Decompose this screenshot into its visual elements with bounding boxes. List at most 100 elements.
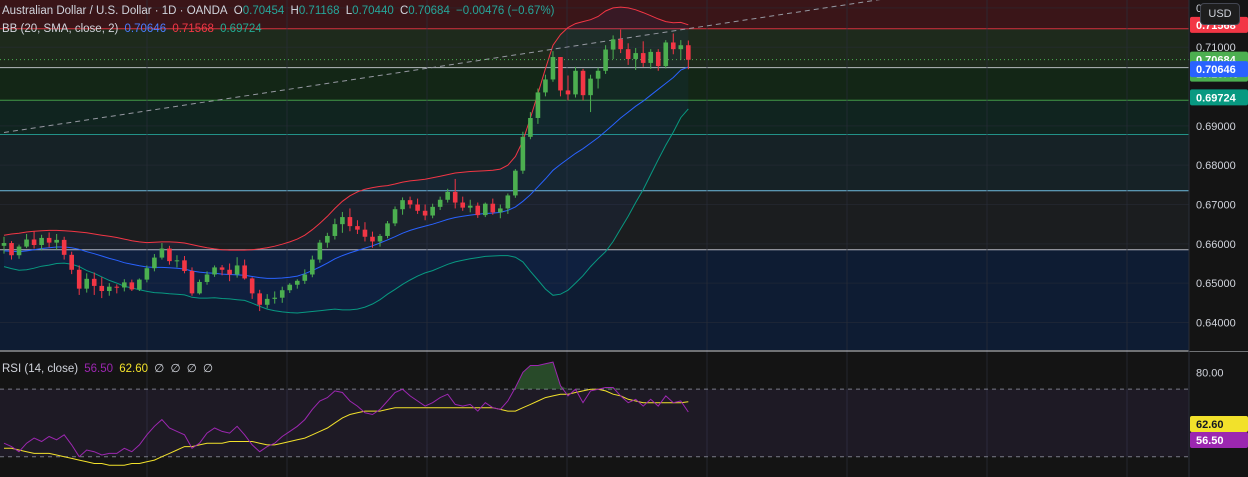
candle-body	[430, 206, 435, 216]
candle-body	[272, 297, 278, 299]
candle-body	[640, 53, 646, 63]
candle-body	[437, 199, 443, 207]
candle-body	[219, 267, 225, 270]
candle-body	[445, 191, 450, 200]
candle-body	[558, 57, 563, 91]
rsi-band-fill	[0, 389, 1189, 457]
rsi-badge: 56.50	[1196, 435, 1224, 447]
price-tick-label: 0.64000	[1196, 317, 1236, 329]
candle-body	[595, 70, 601, 79]
candle-body	[535, 92, 541, 118]
open-value: 0.70454	[242, 5, 285, 17]
candle-body	[550, 57, 556, 80]
candle-body	[670, 42, 676, 50]
price-tick-label: 0.67000	[1196, 199, 1236, 211]
candle-body	[137, 279, 142, 290]
currency-button[interactable]: USD	[1200, 3, 1240, 25]
candle-body	[332, 224, 338, 236]
high-value: 0.71168	[298, 5, 340, 17]
candle-body	[588, 78, 593, 96]
candle-body	[227, 269, 232, 275]
candle-body	[528, 117, 533, 137]
candle-body	[347, 217, 353, 227]
candle-body	[618, 39, 623, 50]
level-zone	[0, 134, 1189, 191]
rsi-badge-box	[1190, 432, 1248, 448]
bb-upper-value: 0.71568	[172, 23, 214, 35]
rsi-empty-1: ∅	[154, 363, 165, 375]
candle-body	[678, 45, 684, 50]
close-value: 0.70684	[408, 5, 450, 17]
basis-badge-box	[1190, 61, 1248, 78]
candle-body	[91, 278, 97, 286]
low-value: 0.70440	[352, 5, 394, 17]
rsi-ma-badge-box	[1190, 416, 1248, 432]
price-tick-label: 0.68000	[1196, 160, 1236, 172]
candle-body	[257, 293, 262, 305]
low-label: L	[345, 5, 353, 17]
basis-badge: 0.70646	[1196, 64, 1236, 76]
lower-band-badge: 0.69724	[1196, 92, 1237, 104]
candle-body	[204, 274, 210, 282]
trendline	[3, 0, 881, 134]
rsi-tick-label: 80.00	[1196, 367, 1224, 379]
symbol-legend: Australian Dollar / U.S. Dollar · 1D · O…	[2, 5, 558, 17]
candle-body	[152, 257, 157, 269]
candle-body	[317, 242, 323, 260]
candle-body	[467, 205, 473, 208]
price-tick-label: 0.71000	[1196, 42, 1236, 54]
candle-body	[610, 39, 616, 50]
candle-body	[543, 79, 548, 93]
candle-body	[242, 265, 247, 279]
candle-body	[294, 280, 300, 285]
level-zone	[0, 67, 1189, 101]
rsi-legend[interactable]: RSI (14, close) 56.50 62.60 ∅ ∅ ∅ ∅	[2, 361, 216, 375]
candle-body	[287, 284, 293, 291]
candle-body	[234, 265, 240, 275]
level-zone	[0, 28, 1189, 68]
candle-body	[24, 239, 29, 247]
close-label: C	[399, 5, 409, 17]
symbol-title[interactable]: Australian Dollar / U.S. Dollar · 1D · O…	[2, 5, 228, 17]
candle-body	[122, 282, 127, 288]
rsi-ma-line	[4, 388, 689, 466]
bb-lower-value: 0.69724	[220, 23, 262, 35]
candle-body	[61, 239, 67, 255]
candle-body	[76, 269, 82, 289]
candle-body	[16, 246, 22, 256]
candle-body	[159, 248, 165, 258]
candle-body	[655, 51, 661, 67]
level-zone	[0, 249, 1189, 350]
candle-body	[490, 203, 496, 213]
candle-body	[310, 259, 315, 275]
bb-lower-line	[3, 108, 689, 314]
candle-body	[39, 237, 44, 245]
bollinger-band-fill	[4, 7, 689, 314]
candle-body	[648, 51, 654, 63]
bb-basis-line	[3, 66, 689, 279]
candle-body	[54, 239, 59, 243]
rsi-empty-2: ∅	[170, 363, 181, 375]
candle-body	[422, 210, 428, 216]
high-label: H	[290, 5, 299, 17]
candle-body	[686, 45, 691, 60]
candle-body	[498, 208, 503, 213]
candle-body	[355, 226, 360, 230]
rsi-axis	[1189, 352, 1248, 477]
candle-body	[197, 281, 202, 294]
candle-body	[362, 229, 368, 237]
candle-body	[9, 243, 14, 256]
candle-body	[249, 278, 255, 294]
candle-body	[264, 298, 270, 305]
lower-band-badge-box	[1190, 89, 1248, 106]
level-zone	[0, 100, 1189, 135]
candle-body	[407, 200, 413, 205]
candle-body	[482, 203, 488, 216]
bollinger-legend[interactable]: BB (20, SMA, close, 2) 0.70646 0.71568 0…	[2, 23, 265, 35]
candle-body	[573, 70, 578, 95]
candle-body	[400, 200, 405, 210]
candle-body	[633, 53, 638, 59]
candle-body	[114, 286, 120, 288]
candle-body	[580, 70, 586, 96]
